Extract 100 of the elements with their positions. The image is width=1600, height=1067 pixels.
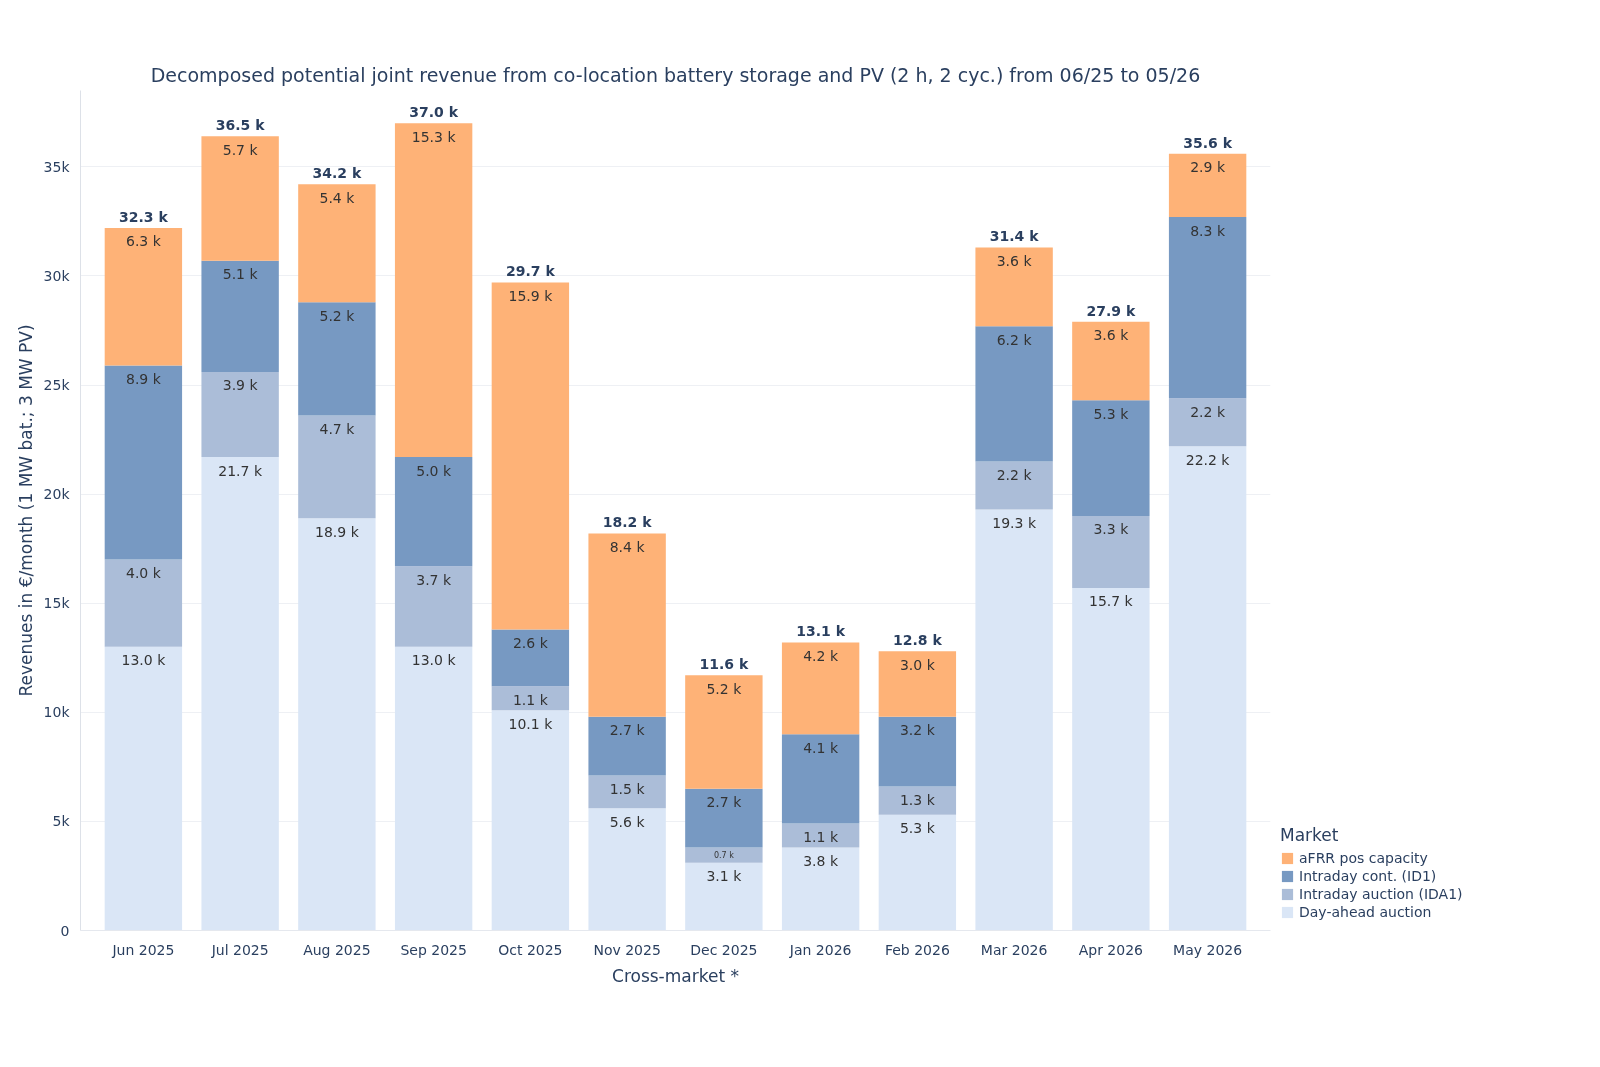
x-tick-label: Aug 2025: [303, 941, 371, 958]
total-label: 34.2 k: [312, 165, 362, 182]
y-tick-label: 10k: [43, 704, 71, 721]
data-label: 13.0 k: [411, 652, 457, 669]
data-label: 4.0 k: [125, 565, 162, 582]
chart-title: Decomposed potential joint revenue from co-location battery storage and PV (2 h, 2 cyc.) from 06/25 to 05/26: [150, 63, 1201, 86]
data-label: 1.1 k: [803, 829, 839, 846]
data-label: 15.7 k: [1089, 593, 1134, 610]
bar: [104, 559, 183, 647]
data-label: 6.2 k: [996, 331, 1033, 348]
data-label: 3.1 k: [706, 868, 743, 885]
bar: [685, 675, 763, 789]
data-label: 5.7 k: [222, 141, 259, 158]
y-tick-label: 30k: [43, 267, 71, 284]
data-label: 3.0 k: [899, 656, 936, 673]
total-label: 12.8 k: [893, 631, 943, 648]
legend-label: aFRR pos capacity: [1299, 850, 1428, 866]
y-tick-label: 15k: [43, 595, 71, 612]
legend-title: Market: [1280, 825, 1340, 845]
bar: [781, 642, 860, 735]
data-label: 4.1 k: [803, 739, 839, 756]
data-label: 5.3 k: [899, 820, 936, 837]
x-tick-label: Oct 2025: [498, 941, 563, 958]
data-label: 2.6 k: [512, 634, 549, 651]
data-label: 4.7 k: [319, 421, 356, 438]
data-label: 3.3 k: [1093, 521, 1130, 538]
bar: [298, 302, 376, 416]
x-tick-label: Nov 2025: [593, 941, 661, 958]
data-label: 8.4 k: [609, 538, 646, 555]
bar: [394, 457, 473, 567]
data-label: 3.6 k: [1093, 327, 1130, 344]
legend-label: Intraday cont. (ID1): [1299, 868, 1437, 884]
data-label: 8.9 k: [125, 370, 162, 387]
total-label: 36.5 k: [215, 117, 266, 134]
bar: [1168, 217, 1247, 399]
data-label: 13.0 k: [121, 652, 167, 669]
data-label: 5.1 k: [222, 266, 259, 283]
bar: [201, 260, 279, 372]
bar: [1072, 400, 1150, 516]
data-label: 5.6 k: [609, 813, 646, 830]
data-label: 1.5 k: [609, 781, 646, 798]
data-label: 5.2 k: [706, 680, 743, 697]
data-label: 18.9 k: [315, 523, 360, 540]
total-label: 18.2 k: [602, 514, 653, 531]
data-label: 2.7 k: [609, 722, 646, 739]
bar: [298, 415, 376, 519]
bar: [588, 716, 666, 776]
bar: [1072, 321, 1150, 401]
total-label: 29.7 k: [506, 263, 556, 280]
data-label: 6.3 k: [125, 233, 162, 250]
bar: [491, 629, 570, 687]
data-label: 8.3 k: [1190, 222, 1226, 239]
data-label: 1.3 k: [899, 791, 936, 808]
x-tick-label: Jun 2025: [111, 941, 175, 958]
data-label: 0.7 k: [713, 851, 735, 861]
data-label: 2.2 k: [1190, 403, 1226, 420]
x-tick-label: Jul 2025: [210, 941, 269, 958]
data-label: 1.1 k: [512, 691, 549, 708]
x-tick-label: Dec 2025: [690, 941, 758, 958]
x-tick-label: Feb 2026: [884, 941, 950, 958]
bar: [878, 786, 957, 815]
data-label: 3.6 k: [996, 253, 1033, 270]
total-label: 31.4 k: [989, 228, 1040, 245]
bar: [975, 247, 1053, 327]
bar: [878, 651, 957, 717]
data-label: 22.2 k: [1185, 451, 1231, 468]
bar: [491, 282, 570, 630]
bar: [781, 734, 860, 824]
data-label: 5.4 k: [319, 189, 356, 206]
bar: [394, 123, 473, 458]
data-label: 19.3 k: [992, 514, 1037, 531]
y-tick-label: 35k: [43, 158, 71, 175]
bar: [685, 788, 763, 848]
y-tick-label: 5k: [52, 813, 71, 830]
bar: [1168, 153, 1247, 218]
y-tick-label: 20k: [43, 486, 71, 503]
total-label: 27.9 k: [1086, 302, 1136, 319]
y-axis-title: Revenues in €/month (1 MW bat.; 3 MW PV): [15, 324, 36, 697]
bar: [1168, 398, 1247, 447]
bar: [201, 136, 279, 261]
data-label: 5.3 k: [1093, 405, 1130, 422]
data-label: 3.2 k: [899, 722, 936, 739]
bar: [975, 461, 1053, 510]
bar: [588, 533, 666, 717]
x-tick-label: Mar 2026: [980, 941, 1048, 958]
data-label: 3.7 k: [416, 571, 452, 588]
x-tick-label: May 2026: [1173, 941, 1243, 958]
bar: [781, 823, 860, 848]
legend-label: Day-ahead auction: [1299, 904, 1432, 920]
y-tick-label: 0: [60, 922, 70, 939]
total-label: 13.1 k: [796, 623, 846, 640]
x-tick-label: Sep 2025: [400, 941, 467, 958]
x-axis-title: Cross-market *: [612, 965, 739, 986]
data-label: 4.2 k: [803, 647, 839, 664]
y-tick-label: 25k: [43, 377, 71, 394]
bar: [685, 847, 763, 863]
data-label: 5.0 k: [416, 462, 452, 479]
bar: [878, 716, 957, 787]
data-label: 3.9 k: [222, 377, 259, 394]
total-label: 11.6 k: [699, 655, 749, 672]
